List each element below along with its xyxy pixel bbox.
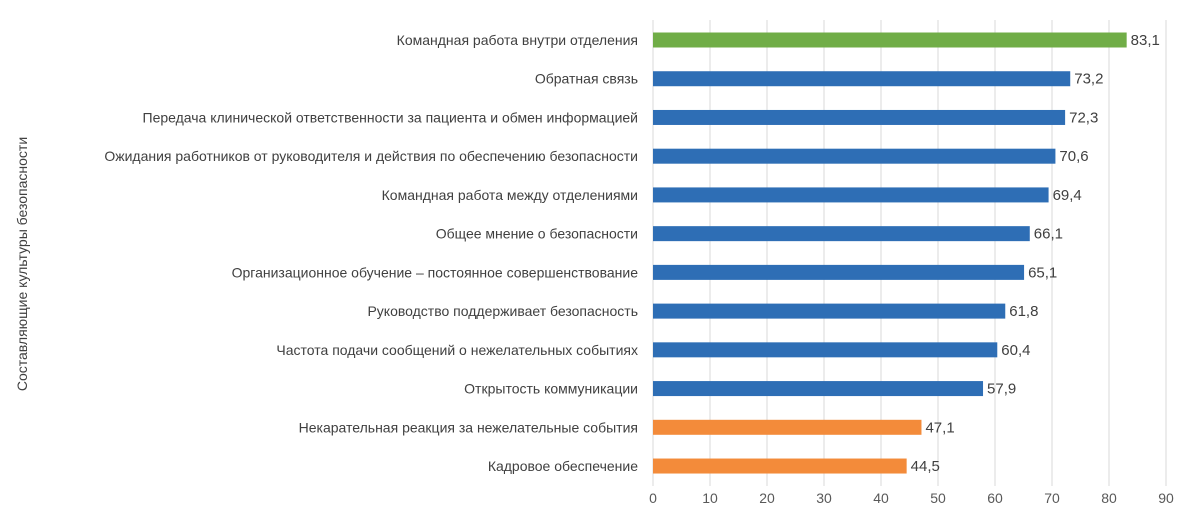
- grid-lines: [652, 20, 1167, 486]
- data-label: 47,1: [925, 419, 954, 436]
- category-label: Командная работа между отделениями: [382, 187, 638, 203]
- bar: [653, 264, 1025, 280]
- bar: [653, 109, 1066, 125]
- category-label: Ожидания работников от руководителя и де…: [104, 148, 638, 164]
- bar: [653, 342, 998, 358]
- data-label: 60,4: [1001, 342, 1030, 359]
- category-label: Руководство поддерживает безопасность: [367, 303, 638, 319]
- x-tick-label: 50: [930, 490, 946, 506]
- y-axis-title: Составляющие культуры безопасности: [14, 137, 30, 391]
- category-label: Открытость коммуникации: [464, 381, 638, 397]
- x-tick-label: 10: [702, 490, 718, 506]
- data-label: 69,4: [1053, 187, 1082, 204]
- data-label: 44,5: [911, 458, 940, 475]
- bar: [653, 458, 907, 474]
- bar: [653, 303, 1006, 319]
- bar: [653, 148, 1056, 164]
- category-label: Общее мнение о безопасности: [436, 226, 638, 242]
- category-label: Частота подачи сообщений о нежелательных…: [276, 342, 638, 358]
- category-label: Организационное обучение – постоянное со…: [232, 264, 639, 280]
- data-label: 70,6: [1059, 148, 1088, 165]
- x-tick-label: 0: [649, 490, 657, 506]
- category-label: Кадровое обеспечение: [488, 458, 638, 474]
- data-label: 61,8: [1009, 303, 1038, 320]
- category-labels: Командная работа внутри отделения Обратна…: [104, 32, 638, 474]
- bar: [653, 71, 1071, 87]
- x-tick-label: 30: [816, 490, 832, 506]
- data-label: 83,1: [1131, 32, 1160, 49]
- category-label: Командная работа внутри отделения: [397, 32, 638, 48]
- bar: [653, 187, 1049, 203]
- x-tick-label: 90: [1158, 490, 1174, 506]
- x-tick-label: 60: [987, 490, 1003, 506]
- data-label: 72,3: [1069, 109, 1098, 126]
- data-label: 73,2: [1074, 71, 1103, 88]
- bars: [653, 32, 1127, 474]
- category-label: Некарательная реакция за нежелательные с…: [299, 419, 638, 435]
- bar: [653, 226, 1030, 242]
- x-tick-label: 70: [1044, 490, 1060, 506]
- data-label: 57,9: [987, 381, 1016, 398]
- bar: [653, 419, 922, 435]
- value-labels: 83,1 73,2 72,3 70,6 69,4 66,1 65,1 61,8 60,4 57,9…: [911, 32, 1160, 475]
- x-tick-label: 20: [759, 490, 775, 506]
- x-axis-ticks: 0 10 20 30 40 50 60 70 80 90: [649, 490, 1174, 506]
- x-tick-label: 80: [1101, 490, 1117, 506]
- bar: [653, 381, 984, 397]
- data-label: 66,1: [1034, 226, 1063, 243]
- category-label: Обратная связь: [535, 71, 638, 87]
- data-label: 65,1: [1028, 264, 1057, 281]
- bar: [653, 32, 1127, 48]
- category-label: Передача клинической ответственности за …: [143, 109, 639, 125]
- x-tick-label: 40: [873, 490, 889, 506]
